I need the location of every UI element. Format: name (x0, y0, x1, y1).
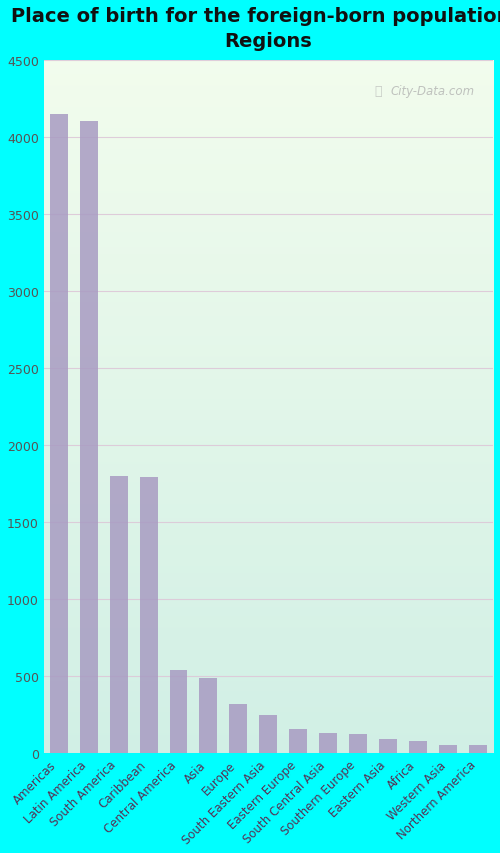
Bar (110, 476, 128, 753)
Title: Place of birth for the foreign-born population -
Regions: Place of birth for the foreign-born popu… (11, 7, 500, 51)
Text: ⓘ: ⓘ (374, 85, 382, 98)
Bar (140, 478, 158, 753)
Bar (260, 715, 278, 753)
Bar (350, 734, 367, 753)
Bar (200, 678, 218, 753)
Bar (320, 734, 338, 753)
Text: City-Data.com: City-Data.com (391, 85, 475, 98)
Bar (170, 670, 188, 753)
Bar (439, 745, 457, 753)
Bar (469, 746, 487, 753)
Bar (290, 728, 308, 753)
Bar (80, 122, 98, 753)
Bar (50, 114, 68, 753)
Bar (379, 740, 397, 753)
Bar (230, 704, 248, 753)
Bar (409, 741, 427, 753)
